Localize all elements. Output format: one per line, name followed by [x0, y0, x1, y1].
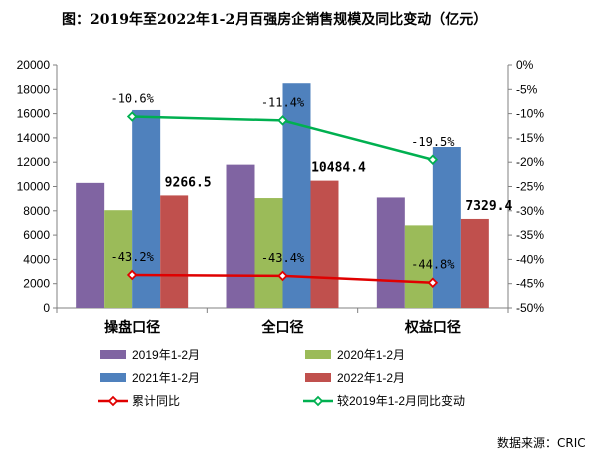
line-point	[427, 277, 439, 289]
left-tick-label: 0	[43, 301, 50, 315]
legend-swatch	[100, 350, 126, 359]
bar	[160, 195, 189, 308]
bar	[76, 182, 105, 308]
bar	[376, 197, 405, 308]
legend-marker	[312, 395, 324, 407]
bar	[254, 198, 283, 308]
bar-value-label: 10484.4	[311, 161, 366, 176]
line-point	[126, 269, 138, 281]
left-tick-label: 14000	[17, 131, 51, 145]
right-tick-label: -25%	[516, 180, 544, 194]
right-tick-label: -15%	[516, 131, 544, 145]
category-label: 操盘口径	[104, 319, 160, 336]
left-tick-label: 18000	[17, 82, 51, 96]
bar	[282, 83, 311, 308]
line-value-label: -43.4%	[261, 251, 305, 265]
line-value-label: -19.5%	[411, 135, 455, 149]
legend-label: 累计同比	[132, 394, 180, 408]
legend-label: 2020年1-2月	[337, 348, 405, 362]
bar	[226, 164, 255, 308]
legend-marker	[107, 395, 119, 407]
left-tick-label: 8000	[23, 204, 50, 218]
right-tick-label: -35%	[516, 228, 544, 242]
right-tick-label: -10%	[516, 107, 544, 121]
left-tick-label: 6000	[23, 228, 50, 242]
bar-value-label: 7329.4	[465, 199, 512, 214]
left-tick-label: 16000	[17, 107, 51, 121]
right-tick-label: 0%	[516, 58, 534, 72]
bar	[310, 180, 339, 308]
bar	[404, 225, 433, 308]
line-value-label: -43.2%	[110, 250, 154, 264]
right-tick-label: -20%	[516, 155, 544, 169]
bar	[104, 210, 133, 308]
left-tick-label: 2000	[23, 277, 50, 291]
category-label: 权益口径	[404, 319, 461, 336]
left-tick-label: 20000	[17, 58, 51, 72]
bar	[132, 109, 161, 308]
left-tick-label: 12000	[17, 155, 51, 169]
line-point	[277, 115, 288, 126]
line-value-label: -10.6%	[110, 92, 154, 106]
legend-swatch	[305, 373, 331, 382]
line-point	[126, 111, 138, 122]
bar	[460, 218, 489, 308]
right-tick-label: -5%	[516, 82, 538, 96]
right-tick-label: -40%	[516, 252, 544, 266]
right-tick-label: -30%	[516, 204, 544, 218]
line-value-label: -11.4%	[261, 95, 305, 109]
left-tick-label: 4000	[23, 252, 50, 266]
right-tick-label: -45%	[516, 277, 544, 291]
legend-swatch	[100, 373, 126, 382]
bar	[432, 147, 461, 308]
line-value-label: -44.8%	[411, 258, 455, 272]
line-point	[427, 154, 439, 166]
chart-title: 图：2019年至2022年1-2月百强房企销售规模及同比变动（亿元）	[62, 12, 488, 28]
legend-swatch	[305, 350, 331, 359]
legend-label: 较2019年1-2月同比变动	[337, 393, 465, 408]
right-tick-label: -50%	[516, 301, 544, 315]
bar-value-label: 9266.5	[165, 175, 212, 190]
legend-label: 2019年1-2月	[132, 348, 200, 362]
left-tick-label: 10000	[17, 180, 51, 194]
source-note: 数据来源：CRIC	[497, 436, 586, 450]
line-point	[277, 270, 288, 282]
category-label: 全口径	[261, 319, 304, 336]
legend-label: 2022年1-2月	[337, 371, 405, 385]
legend-label: 2021年1-2月	[132, 371, 200, 385]
